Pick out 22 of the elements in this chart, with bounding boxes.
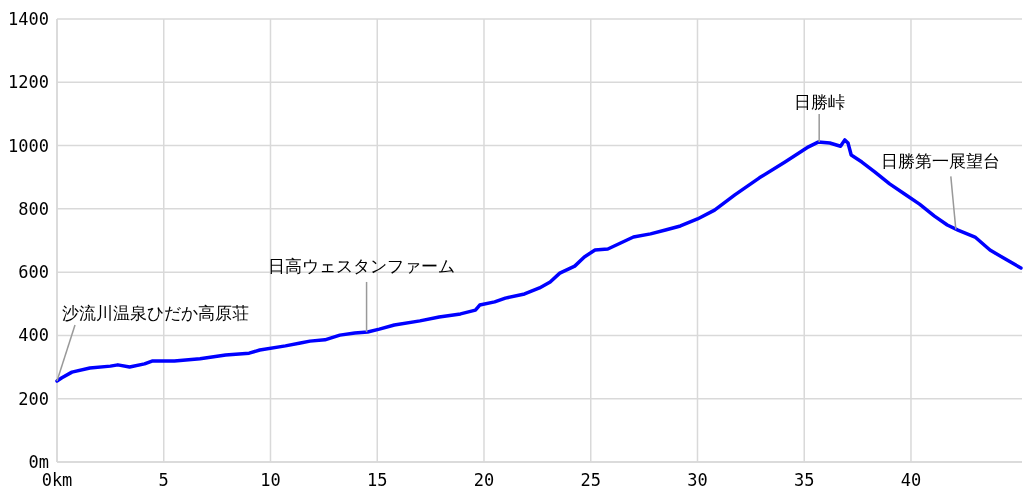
x-tick-label: 40	[900, 470, 922, 490]
y-tick-label: 800	[18, 198, 49, 219]
y-tick-label: 0m	[28, 452, 49, 472]
x-tick-label: 15	[367, 470, 388, 490]
x-tick-label: 0km	[41, 470, 73, 490]
x-tick-label: 10	[260, 470, 281, 490]
y-tick-label: 1000	[8, 135, 49, 156]
line-series	[55, 138, 1023, 383]
y-tick-label: 1400	[8, 9, 49, 29]
annotation: 日高ウェスタンファーム	[268, 256, 456, 276]
y-tick-label: 400	[18, 325, 49, 346]
y-tick-label: 1200	[8, 72, 49, 93]
x-tick-label: 30	[687, 470, 708, 490]
x-tick-label: 35	[793, 470, 815, 490]
y-tick-label: 200	[18, 388, 49, 409]
annotation: 沙流川温泉ひだか高原荘	[62, 303, 249, 323]
annotation: 日勝第一展望台	[881, 152, 1001, 172]
x-tick-label: 25	[580, 470, 601, 490]
annotation: 日勝峠	[793, 93, 845, 113]
x-tick-label: 20	[473, 470, 495, 490]
x-tick-label: 5	[158, 470, 169, 490]
y-tick-label: 600	[18, 262, 49, 283]
